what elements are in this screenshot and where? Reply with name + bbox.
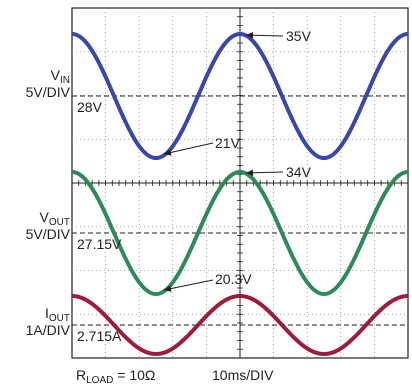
offset-value-label-0: 28V (77, 99, 103, 115)
offset-value-label-1: 27.15V (77, 236, 122, 252)
annotation-vin-trough-leader (163, 142, 214, 155)
traces (70, 32, 410, 356)
offset-value-label-2: 2.715A (77, 328, 122, 344)
annotation-vin-trough-label: 21V (215, 135, 241, 151)
vout-channel-label: VOUT (39, 209, 70, 229)
iout-channel-label: IOUT (45, 305, 70, 325)
annotation-vout-trough-leader (163, 279, 214, 291)
annotation-vin-trough-arrowhead (164, 149, 172, 156)
annotation-vout-trough-arrowhead (164, 285, 172, 292)
reference-lines (72, 95, 408, 326)
trace-v-in (70, 32, 410, 160)
annotation-vout-peak-arrowhead (246, 169, 254, 177)
annotation-vout-trough-label: 20.3V (215, 271, 252, 287)
vin-channel-label: VIN (50, 67, 70, 87)
trace-i-out (70, 294, 410, 356)
iout-scale-label: 1A/DIV (25, 322, 70, 338)
vin-scale-label: 5V/DIV (25, 84, 70, 100)
annotation-vin-peak-label: 35V (286, 28, 312, 44)
trace-v-out (70, 170, 410, 296)
annotations: 35V 21V 34V 20.3V (163, 28, 312, 292)
vout-scale-label: 5V/DIV (25, 226, 70, 242)
annotation-vin-peak-arrowhead (246, 31, 254, 39)
annotation-vout-peak-label: 34V (286, 164, 312, 180)
load-label: RLOAD = 10Ω (76, 367, 156, 387)
time-scale-label: 10ms/DIV (212, 367, 274, 383)
offset-labels: 28V 27.15V 2.715A (77, 99, 122, 344)
